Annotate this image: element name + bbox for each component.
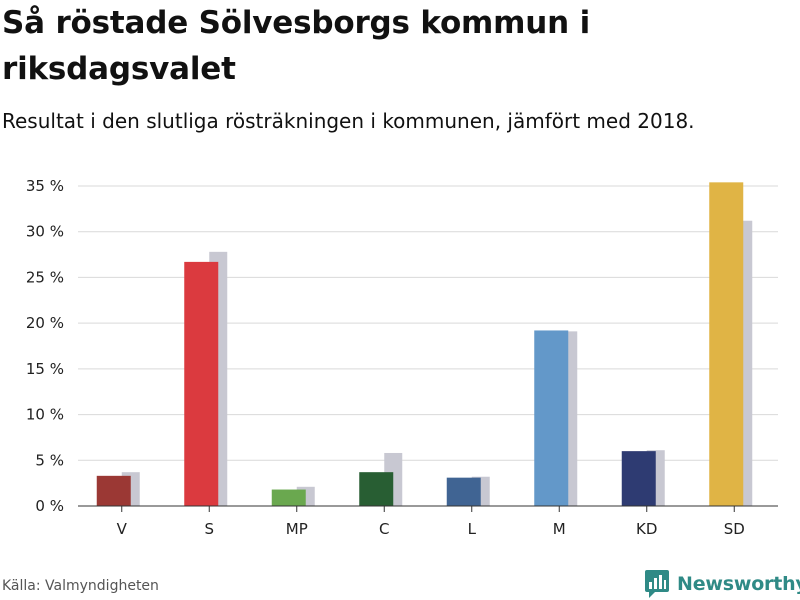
y-tick-label: 35 % [26, 177, 64, 195]
x-tick-label: KD [636, 520, 657, 538]
brand-name: Newsworthy [677, 573, 800, 595]
y-tick-label: 0 % [35, 497, 64, 515]
bar-2022 [96, 475, 131, 506]
y-tick-label: 10 % [26, 406, 64, 424]
chart-subtitle: Resultat i den slutliga rösträkningen i … [2, 109, 695, 133]
axes: 0 % 5 % 10 % 15 % 20 % 25 % 30 % 35 % V S MP C L M KD S… [26, 177, 778, 538]
bar-2022 [271, 489, 306, 506]
source-note: Källa: Valmyndigheten [2, 578, 159, 594]
x-tick-label: S [204, 520, 214, 538]
y-tick-label: 5 % [35, 451, 64, 469]
y-tick-label: 30 % [26, 223, 64, 241]
x-tick-label: V [117, 520, 128, 538]
gridlines [78, 185, 778, 461]
bar-2022 [709, 182, 744, 507]
bars [96, 182, 753, 507]
y-tick-label: 25 % [26, 268, 64, 286]
brand-logo: Newsworthy [645, 568, 800, 600]
bar-2022 [446, 477, 481, 506]
bar-2022 [359, 472, 394, 506]
x-tick-label: L [468, 520, 477, 538]
bar-2022 [534, 330, 569, 506]
x-tick-label: M [553, 520, 566, 538]
bar-2022 [621, 451, 656, 506]
bar-chart-speech-icon [645, 570, 669, 598]
y-tick-label: 20 % [26, 314, 64, 332]
x-tick-label: MP [286, 520, 308, 538]
y-tick-label: 15 % [26, 360, 64, 378]
x-tick-label: C [379, 520, 389, 538]
bar-2022 [184, 261, 219, 506]
x-tick-label: SD [724, 520, 745, 538]
chart-title: Så röstade Sölvesborgs kommun i riksdags… [2, 5, 591, 87]
